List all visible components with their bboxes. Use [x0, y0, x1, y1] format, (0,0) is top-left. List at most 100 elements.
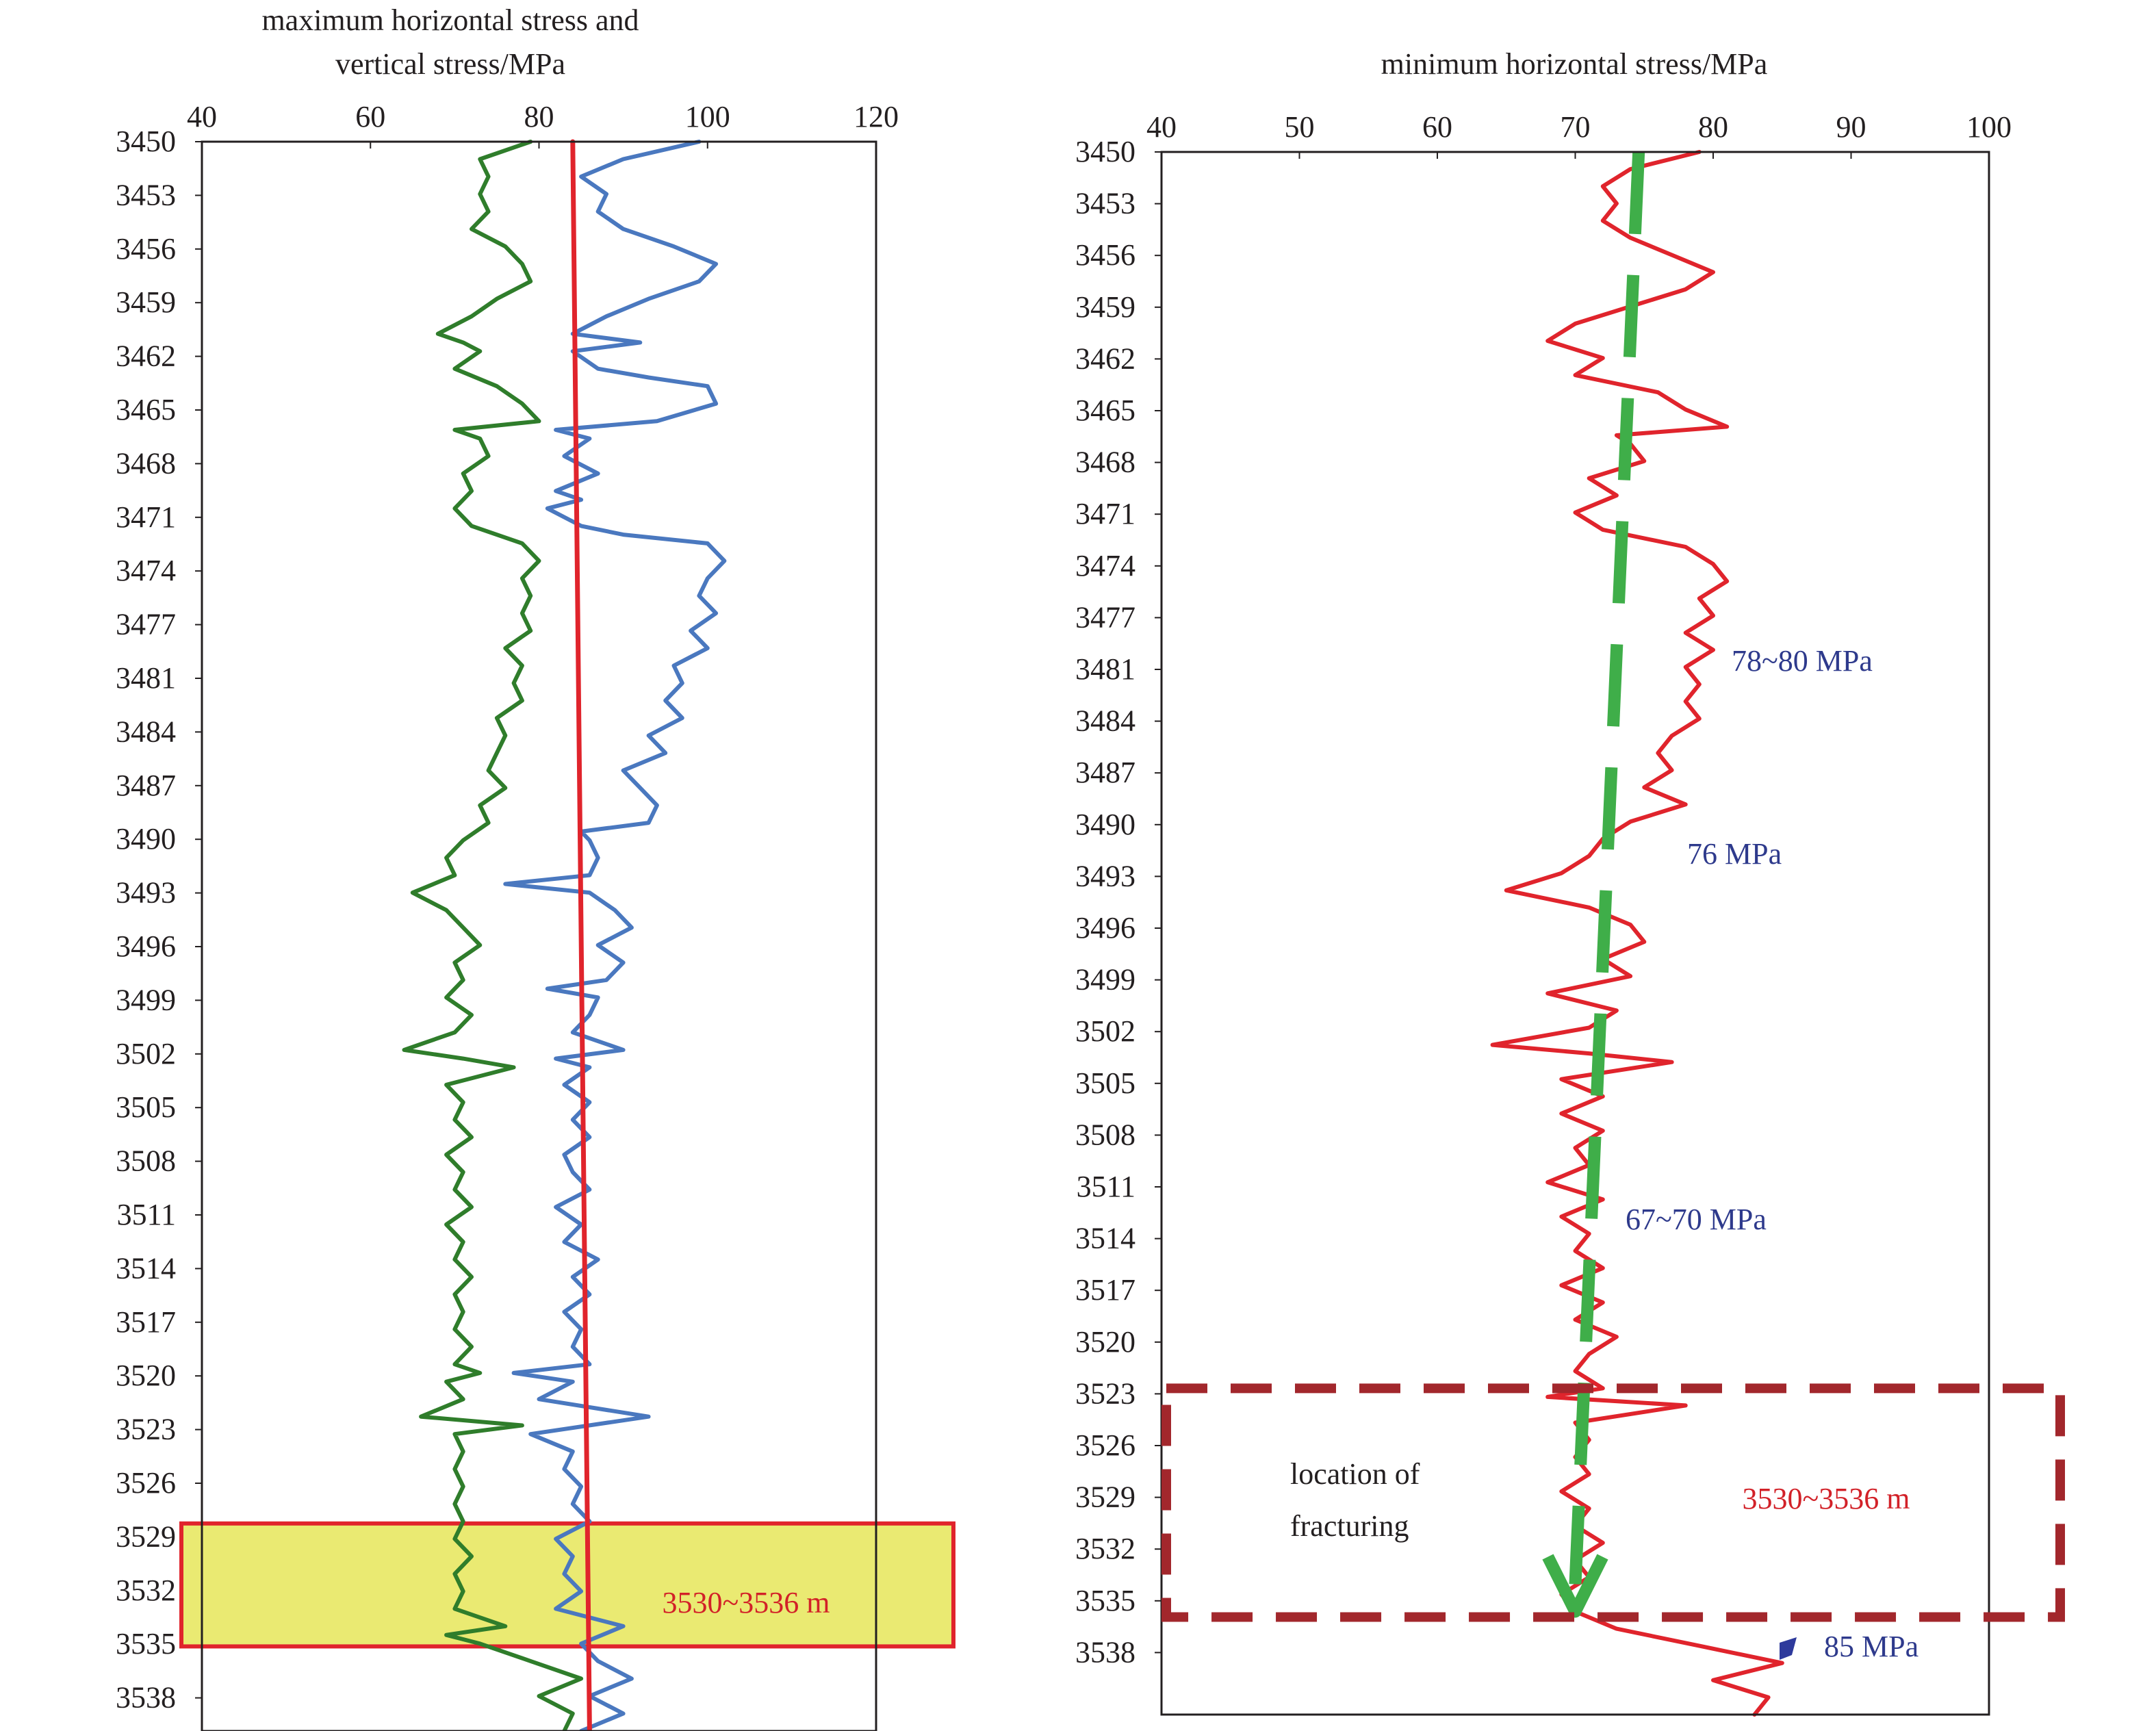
left-y-tick-label: 3487	[116, 769, 176, 802]
right-y-tick-label: 3474	[1075, 549, 1135, 582]
right-x-tick-label: 100	[1966, 110, 2012, 144]
left-y-tick-label: 3465	[116, 393, 176, 426]
right-x-tick-label: 90	[1836, 110, 1866, 144]
left-y-tick-label: 3502	[116, 1037, 176, 1070]
left-y-tick-label: 3468	[116, 446, 176, 480]
right-series-minimum-horizontal-stress	[1490, 150, 1784, 1717]
left-x-tick-label: 120	[854, 100, 899, 133]
right-y-tick-label: 3526	[1075, 1428, 1135, 1462]
right-y-tick-label: 3477	[1075, 600, 1135, 634]
fracture-zone-highlight	[179, 1521, 955, 1649]
left-y-tick-label: 3526	[116, 1466, 176, 1500]
left-y-tick-label: 3484	[116, 715, 176, 748]
right-y-tick-label: 3529	[1075, 1480, 1135, 1514]
left-y-tick-label: 3523	[116, 1413, 176, 1446]
right-y-tick-label: 3520	[1075, 1325, 1135, 1359]
left-y-tick-label: 3496	[116, 929, 176, 963]
right-x-tick-label: 70	[1561, 110, 1591, 144]
fracture-label-line1: location of	[1290, 1457, 1420, 1491]
left-y-tick-label: 3511	[117, 1198, 176, 1231]
left-y-tick-label: 3535	[116, 1627, 176, 1661]
right-y-tick-label: 3514	[1075, 1222, 1135, 1255]
right-y-tick-label: 3481	[1075, 652, 1135, 686]
right-y-tick-label: 3532	[1075, 1532, 1135, 1565]
right-chart: minimum horizontal stress/MPa 40 50 60 70 80…	[1075, 47, 2065, 1717]
fracture-range-label: 3530~3536 m	[1742, 1482, 1910, 1515]
right-y-tick-label: 3523	[1075, 1376, 1135, 1410]
left-y-tick-label: 3450	[116, 125, 176, 158]
right-y-tick-label: 3471	[1075, 497, 1135, 530]
left-chart: maximum horizontal stress and vertical s…	[116, 3, 955, 1731]
right-y-tick-label: 3505	[1075, 1066, 1135, 1100]
left-y-tick-label: 3508	[116, 1144, 176, 1178]
left-series-vertical-stress	[570, 139, 592, 1731]
left-series-minimum-horizontal-stress	[402, 140, 584, 1731]
left-y-tick-label: 3517	[116, 1305, 176, 1339]
left-y-tick-label: 3532	[116, 1574, 176, 1607]
right-x-tick-label: 80	[1698, 110, 1728, 144]
left-y-tick-label: 3462	[116, 339, 176, 373]
left-series-maximum-horizontal-stress	[503, 140, 727, 1731]
left-x-tick-label: 40	[187, 100, 217, 133]
left-y-tick-label: 3499	[116, 983, 176, 1016]
left-y-tick-label: 3456	[116, 232, 176, 266]
right-y-tick-label: 3493	[1075, 859, 1135, 893]
fracture-zone-label: 3530~3536 m	[662, 1586, 830, 1619]
left-y-tick-label: 3538	[116, 1681, 176, 1715]
left-y-tick-label: 3529	[116, 1520, 176, 1553]
right-x-axis-ticks: 40 50 60 70 80 90 100	[1146, 110, 2012, 159]
right-y-tick-label: 3508	[1075, 1118, 1135, 1151]
left-x-tick-label: 80	[524, 100, 554, 133]
left-y-tick-label: 3459	[116, 285, 176, 319]
right-y-tick-label: 3462	[1075, 342, 1135, 375]
left-y-tick-label: 3490	[116, 822, 176, 856]
right-x-tick-label: 40	[1146, 110, 1177, 144]
right-y-tick-label: 3468	[1075, 446, 1135, 479]
right-x-tick-label: 50	[1285, 110, 1315, 144]
trend-dashed-line	[1542, 151, 1645, 1618]
left-x-tick-label: 60	[355, 100, 385, 133]
right-x-tick-label: 60	[1422, 110, 1452, 144]
annotation-85: 85 MPa	[1824, 1630, 1918, 1663]
left-y-tick-label: 3474	[116, 554, 176, 587]
left-x-tick-label: 100	[685, 100, 730, 133]
left-y-tick-label: 3477	[116, 608, 176, 641]
trend-line	[1569, 151, 1645, 1585]
left-y-tick-label: 3481	[116, 661, 176, 695]
right-y-tick-label: 3456	[1075, 238, 1135, 272]
right-y-tick-label: 3450	[1075, 135, 1135, 168]
right-y-tick-label: 3517	[1075, 1273, 1135, 1307]
right-y-tick-label: 3490	[1075, 808, 1135, 841]
right-y-tick-label: 3487	[1075, 756, 1135, 789]
right-y-tick-label: 3499	[1075, 963, 1135, 997]
right-y-tick-label: 3465	[1075, 394, 1135, 427]
left-y-tick-label: 3493	[116, 876, 176, 910]
right-y-tick-label: 3535	[1075, 1584, 1135, 1617]
left-x-axis-ticks: 40 60 80 100 120	[187, 100, 899, 149]
right-chart-title: minimum horizontal stress/MPa	[1381, 47, 1768, 81]
right-y-axis-ticks: 3450 3453 3456 3459 3462 3465 3468 3471 3474 3477…	[1075, 135, 1162, 1669]
right-y-tick-label: 3511	[1077, 1170, 1135, 1203]
left-y-tick-label: 3514	[116, 1251, 176, 1285]
trend-arrowhead	[1542, 1554, 1608, 1618]
right-y-tick-label: 3496	[1075, 911, 1135, 945]
left-chart-title-line2: vertical stress/MPa	[335, 47, 565, 81]
left-y-tick-label: 3471	[116, 500, 176, 534]
left-chart-title-line1: maximum horizontal stress and	[261, 3, 639, 37]
annotation-67-70: 67~70 MPa	[1626, 1203, 1767, 1236]
right-y-tick-label: 3538	[1075, 1635, 1135, 1669]
right-y-tick-label: 3484	[1075, 704, 1135, 738]
right-y-tick-label: 3502	[1075, 1014, 1135, 1048]
right-series-group	[1490, 150, 1784, 1717]
left-plot-frame	[201, 140, 877, 1731]
right-y-tick-label: 3459	[1075, 290, 1135, 324]
right-plot-frame	[1160, 151, 1990, 1716]
end-marker	[1780, 1637, 1797, 1660]
left-y-axis-ticks: 3450 3453 3456 3459 3462 3465 3468 3471 3474 3477…	[116, 125, 202, 1715]
left-y-tick-label: 3505	[116, 1090, 176, 1124]
left-y-tick-label: 3520	[116, 1359, 176, 1392]
fracture-location-box	[1162, 1383, 2065, 1622]
fracture-label-line2: fracturing	[1290, 1509, 1409, 1543]
annotation-76: 76 MPa	[1687, 837, 1782, 871]
